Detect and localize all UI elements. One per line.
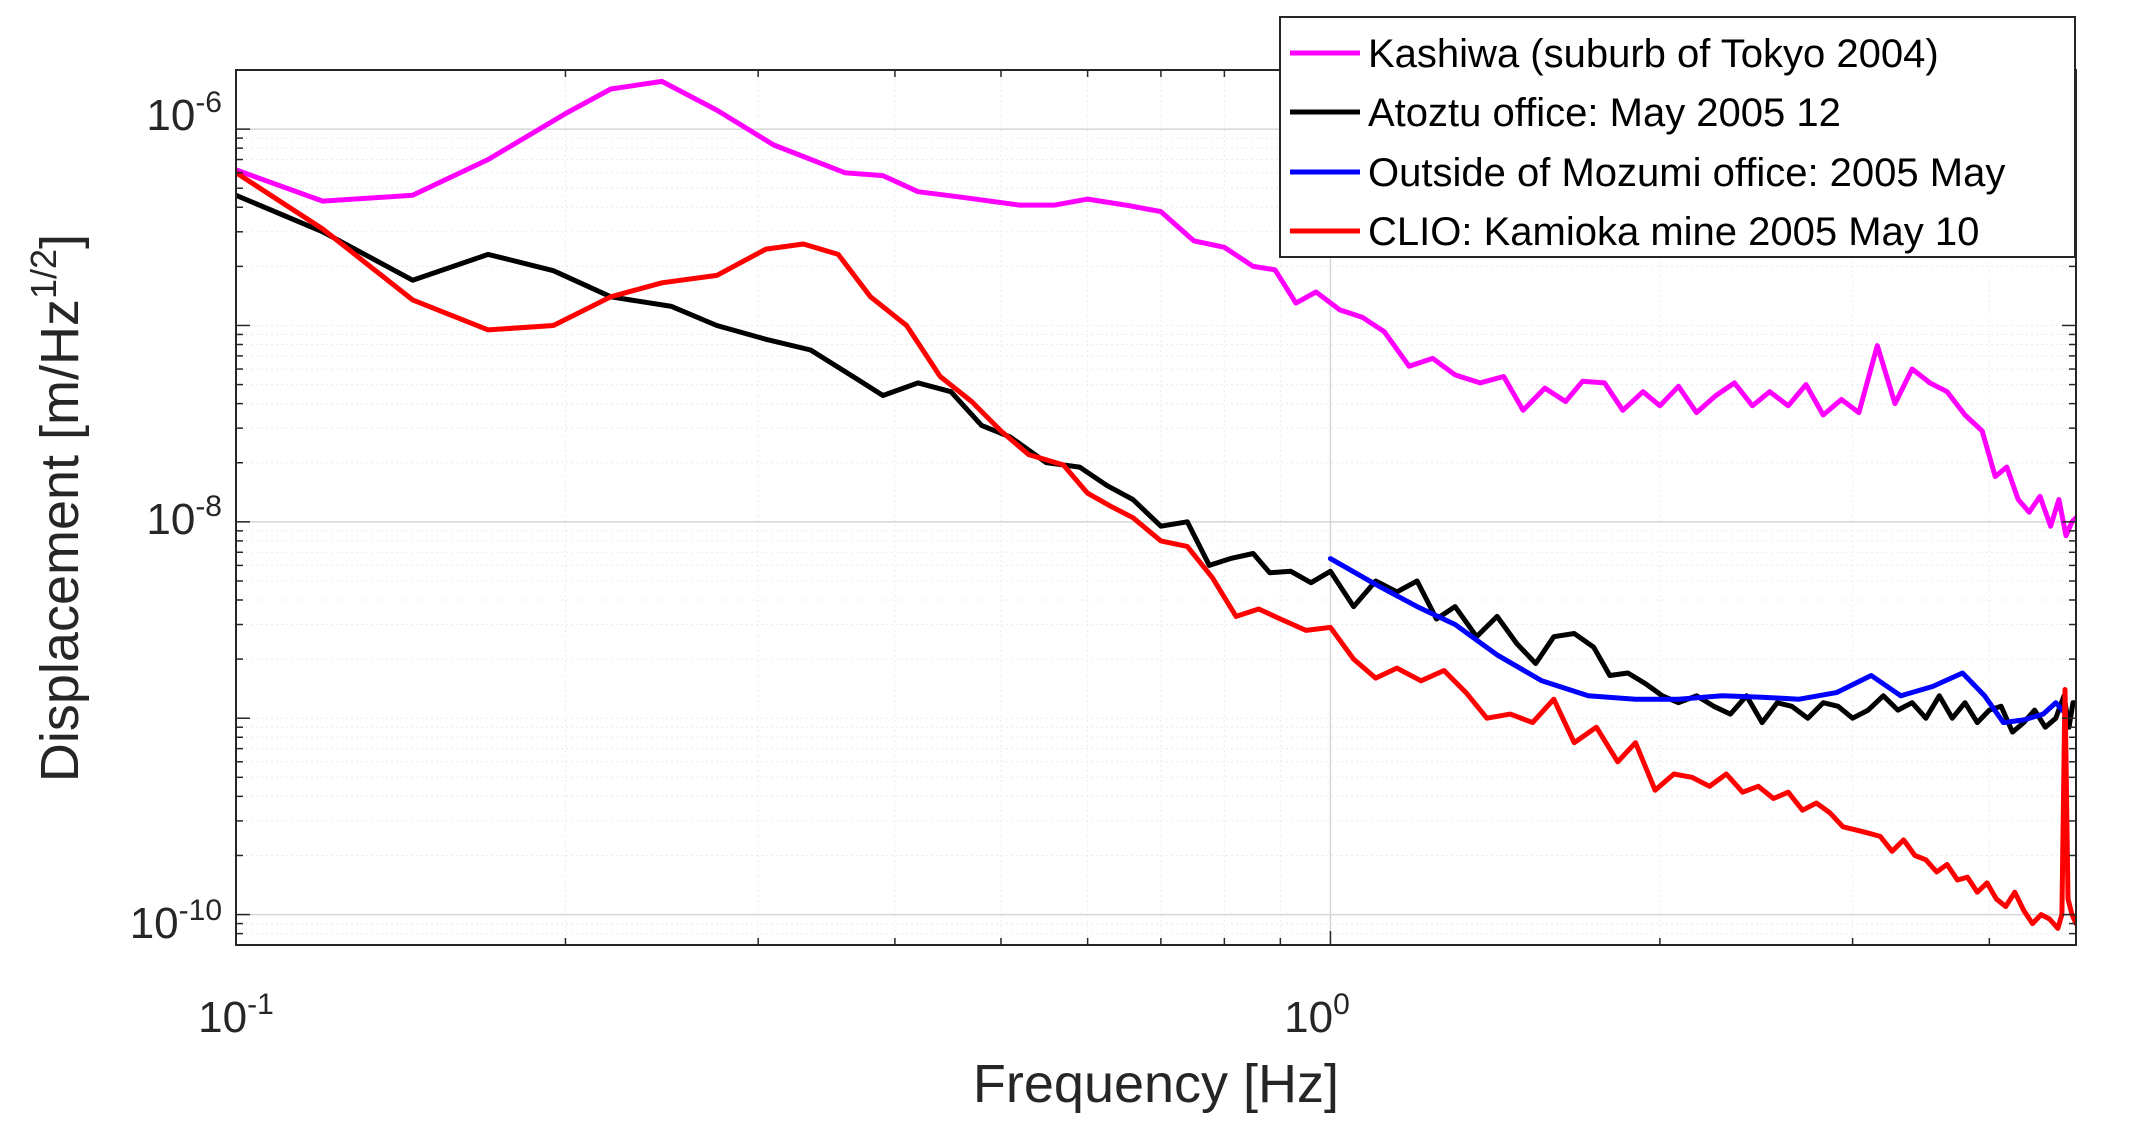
series-line-mozumi [1327, 556, 2069, 726]
legend: Kashiwa (suburb of Tokyo 2004) Atoztu of… [1279, 16, 2076, 258]
x-axis-label: Frequency [Hz] [973, 1054, 1339, 1114]
y-tick-label: 10-8 [146, 490, 222, 544]
legend-label-mozumi: Outside of Mozumi office: 2005 May [1368, 151, 2005, 195]
legend-label-clio: CLIO: Kamioka mine 2005 May 10 [1368, 210, 1979, 254]
legend-label-kashiwa: Kashiwa (suburb of Tokyo 2004) [1368, 32, 1939, 76]
x-tick-labels: 10-1 100 [198, 988, 1350, 1042]
plot-frame [235, 69, 2077, 946]
x-tick-label: 100 [1284, 988, 1350, 1042]
legend-box [1279, 16, 2076, 258]
series-layer [236, 78, 2076, 931]
series-line-atoztu [236, 192, 2076, 735]
legend-label-atoztu: Atoztu office: May 2005 12 [1368, 91, 1841, 135]
x-tick-label: 10-1 [198, 988, 274, 1042]
y-tick-labels: 10-10 10-8 10-6 [130, 86, 222, 948]
series-line-clio [236, 170, 2076, 931]
y-tick-label: 10-6 [146, 86, 222, 140]
grid-minor [236, 69, 2076, 946]
y-tick-label: 10-10 [130, 894, 222, 948]
series-line-kashiwa [236, 78, 2076, 539]
y-axis-label: Displacement [m/Hz1/2] [23, 234, 90, 782]
